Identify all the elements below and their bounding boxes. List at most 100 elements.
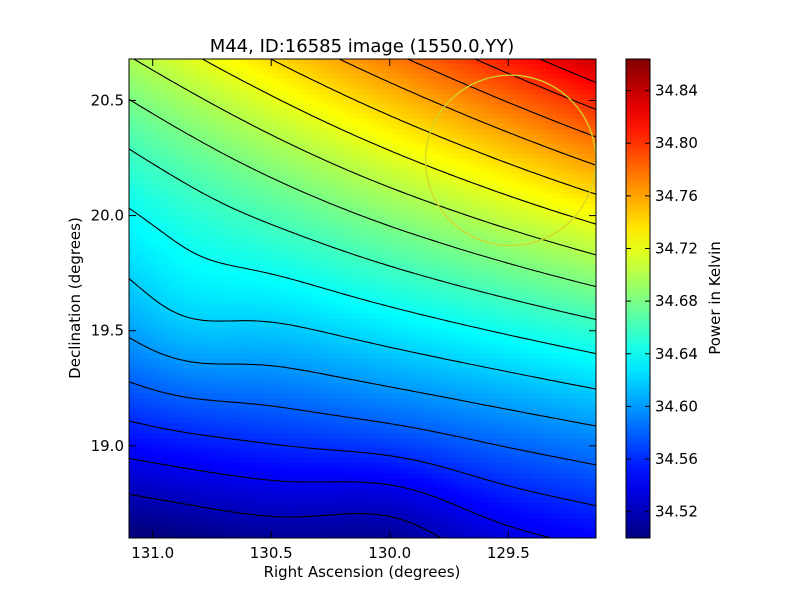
heatmap-cell [556,164,562,170]
heatmap-cell [367,144,373,150]
heatmap-cell [278,303,284,309]
heatmap-cell [517,219,523,225]
heatmap-cell [179,109,185,115]
heatmap-cell [382,279,388,285]
heatmap-cell [228,269,234,275]
heatmap-cell [372,284,378,290]
heatmap-cell [382,274,388,280]
heatmap-cell [164,99,170,105]
heatmap-cell [223,94,229,100]
heatmap-cell [213,239,219,245]
heatmap-cell [482,204,488,210]
heatmap-cell [199,294,205,300]
heatmap-cell [129,254,135,260]
heatmap-cell [328,99,334,105]
heatmap-cell [437,269,443,275]
heatmap-cell [387,174,393,180]
heatmap-cell [293,174,299,180]
heatmap-cell [283,94,289,100]
heatmap-cell [343,279,349,285]
heatmap-cell [367,149,373,155]
heatmap-cell [512,184,518,190]
heatmap-cell [422,89,428,95]
heatmap-cell [492,234,498,240]
heatmap-cell [313,294,319,300]
heatmap-cell [223,159,229,165]
heatmap-cell [482,99,488,105]
heatmap-cell [134,308,140,314]
heatmap-cell [293,109,299,115]
heatmap-cell [482,194,488,200]
heatmap-cell [432,179,438,185]
heatmap-cell [268,144,274,150]
heatmap-cell [576,224,582,230]
heatmap-cell [134,239,140,245]
heatmap-cell [328,94,334,100]
heatmap-cell [263,229,269,235]
heatmap-cell [447,144,453,150]
heatmap-cell [353,119,359,125]
heatmap-cell [497,274,503,280]
heatmap-cell [308,59,314,65]
heatmap-cell [536,274,542,280]
heatmap-cell [248,209,254,215]
heatmap-cell [154,89,160,95]
heatmap-cell [139,219,145,225]
heatmap-cell [268,214,274,220]
heatmap-cell [338,219,344,225]
heatmap-cell [184,114,190,120]
heatmap-cell [502,279,508,285]
heatmap-cell [417,89,423,95]
heatmap-cell [556,259,562,265]
heatmap-cell [129,264,135,270]
heatmap-cell [412,74,418,80]
heatmap-cell [159,279,165,285]
heatmap-cell [139,159,145,165]
heatmap-cell [263,249,269,255]
heatmap-cell [184,154,190,160]
heatmap-cell [467,199,473,205]
heatmap-cell [144,84,150,90]
heatmap-cell [179,299,185,305]
heatmap-cell [159,294,165,300]
heatmap-cell [566,249,572,255]
heatmap-cell [288,159,294,165]
heatmap-cell [367,229,373,235]
heatmap-cell [358,264,364,270]
heatmap-cell [218,189,224,195]
heatmap-cell [174,104,180,110]
heatmap-cell [502,284,508,290]
heatmap-cell [129,84,135,90]
heatmap-cell [258,189,264,195]
heatmap-cell [517,289,523,295]
heatmap-cell [154,199,160,205]
heatmap-cell [581,134,587,140]
heatmap-cell [129,179,135,185]
heatmap-cell [507,318,513,324]
heatmap-cell [417,284,423,290]
heatmap-cell [377,89,383,95]
heatmap-cell [467,174,473,180]
heatmap-cell [477,308,483,314]
heatmap-cell [526,174,532,180]
heatmap-cell [437,289,443,295]
heatmap-cell [372,274,378,280]
heatmap-cell [487,279,493,285]
heatmap-cell [149,209,155,215]
heatmap-cell [556,313,562,319]
heatmap-cell [248,279,254,285]
heatmap-cell [576,259,582,265]
heatmap-cell [164,289,170,295]
heatmap-cell [477,229,483,235]
heatmap-cell [278,299,284,305]
heatmap-cell [556,249,562,255]
heatmap-cell [293,294,299,300]
heatmap-cell [561,159,567,165]
heatmap-cell [521,94,527,100]
heatmap-cell [169,104,175,110]
heatmap-cell [427,159,433,165]
heatmap-cell [179,254,185,260]
heatmap-cell [397,59,403,65]
heatmap-cell [372,269,378,275]
